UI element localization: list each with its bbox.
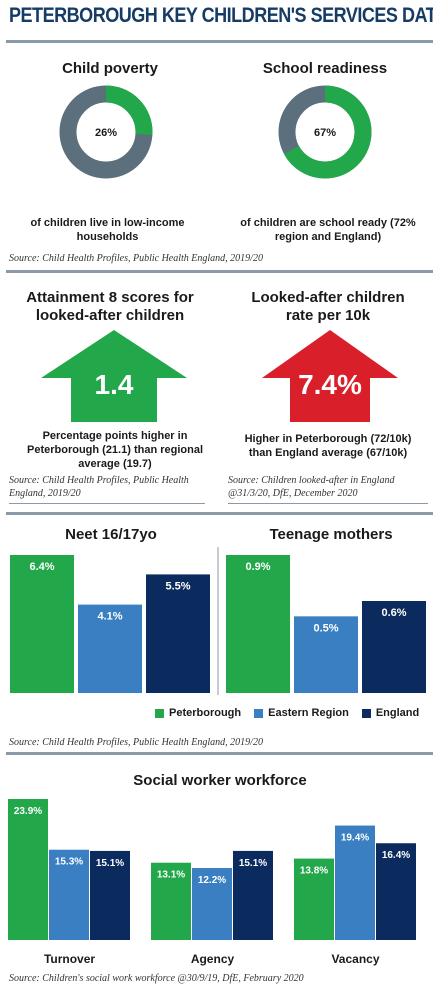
bar [226,555,290,693]
lookedafter-caption: Higher in Peterborough (72/10k) than Eng… [244,433,412,459]
legend-swatch [254,708,264,718]
legend-eastern: Eastern Region [254,707,349,719]
lookedafter-arrow: 7.4% [262,330,398,422]
bar [10,555,74,693]
attainment-source: Source: Child Health Profiles, Public He… [9,475,189,499]
poverty-donut: 26% [59,85,153,179]
readiness-donut: 67% [278,85,372,179]
bar-value-label: 16.4% [382,850,410,861]
bar [151,862,191,940]
legend-label: Peterborough [169,707,242,719]
bar [8,799,48,940]
lookedafter-heading: Looked-after children rate per 10k [251,289,405,324]
bar [294,616,358,693]
up-arrow-icon [41,330,187,422]
section-rule-1 [6,270,433,273]
bar [294,858,334,940]
neet-teen-charts: Neet 16/17yo Teenage mothers 6.4% 4.1% 5.5… [10,526,426,695]
bar-value-label: 4.1% [97,611,122,623]
attainment-arrow: 1.4 [41,330,187,422]
bar [90,850,130,940]
section-rule-3 [6,752,433,755]
attainment-rule [9,503,205,504]
bar [192,868,232,940]
legend-swatch [361,708,371,718]
donut-segment [278,85,372,179]
bar-value-label: 15.3% [55,857,83,868]
legend-label: England [375,707,420,719]
attainment-heading: Attainment 8 scores for looked-after chi… [26,289,194,324]
teen-title: Teenage mothers [269,526,392,543]
bar-value-label: 23.9% [14,806,42,817]
readiness-value: 67% [314,127,336,139]
workforce-chart: 23.9% 15.3% 15.1% Turnover 13.1% 12.2% 15.1% Ag… [8,799,416,966]
readiness-heading: School readiness [262,60,388,77]
category-label: Turnover [44,952,95,966]
source-bottom: Source: Children's social work workforce… [9,973,304,984]
bar-value-label: 6.4% [29,561,54,573]
attainment-caption: Percentage points higher in Peterborough… [26,430,204,470]
bar-value-label: 0.9% [245,561,270,573]
bar [78,604,142,693]
section-rule-2 [6,512,433,515]
bar-value-label: 0.6% [381,607,406,619]
bar-value-label: 13.1% [157,870,185,881]
category-label: Vacancy [331,952,379,966]
title-rule [6,40,433,43]
bar-value-label: 15.1% [96,858,124,869]
bar-value-label: 0.5% [313,622,338,634]
poverty-value: 26% [95,127,117,139]
lookedafter-value: 7.4% [298,369,362,400]
bar-value-label: 12.2% [198,875,226,886]
legend: Peterborough Eastern Region England [155,707,419,719]
page-title: PETERBOROUGH KEY CHILDREN'S SERVICES DAT… [9,4,433,27]
legend-peterborough: Peterborough [155,707,241,719]
legend-label: Eastern Region [268,707,349,719]
lookedafter-rule [228,503,428,504]
neet-title: Neet 16/17yo [65,526,157,543]
up-arrow-icon [262,330,398,422]
bar [362,601,426,693]
bar [335,825,375,940]
source-mid: Source: Child Health Profiles, Public He… [9,737,263,748]
bar [146,574,210,693]
bar [49,849,89,940]
lookedafter-source: Source: Children looked-after in England… [228,475,395,499]
poverty-heading: Child poverty [62,60,158,77]
bar-value-label: 19.4% [341,833,369,844]
donut-segment [59,85,153,179]
category-label: Agency [191,952,235,966]
bar-value-label: 5.5% [165,580,190,592]
attainment-value: 1.4 [95,369,134,400]
poverty-caption: of children live in low-income household… [30,217,185,243]
source-1: Source: Child Health Profiles, Public He… [9,253,263,264]
legend-swatch [155,708,164,718]
bar [376,843,416,940]
workforce-heading: Social worker workforce [133,772,307,789]
bar-value-label: 13.8% [300,866,328,877]
bar-value-label: 15.1% [239,858,267,869]
legend-england: England [361,707,420,719]
readiness-caption: of children are school ready (72% region… [240,217,416,243]
bar [233,850,273,940]
